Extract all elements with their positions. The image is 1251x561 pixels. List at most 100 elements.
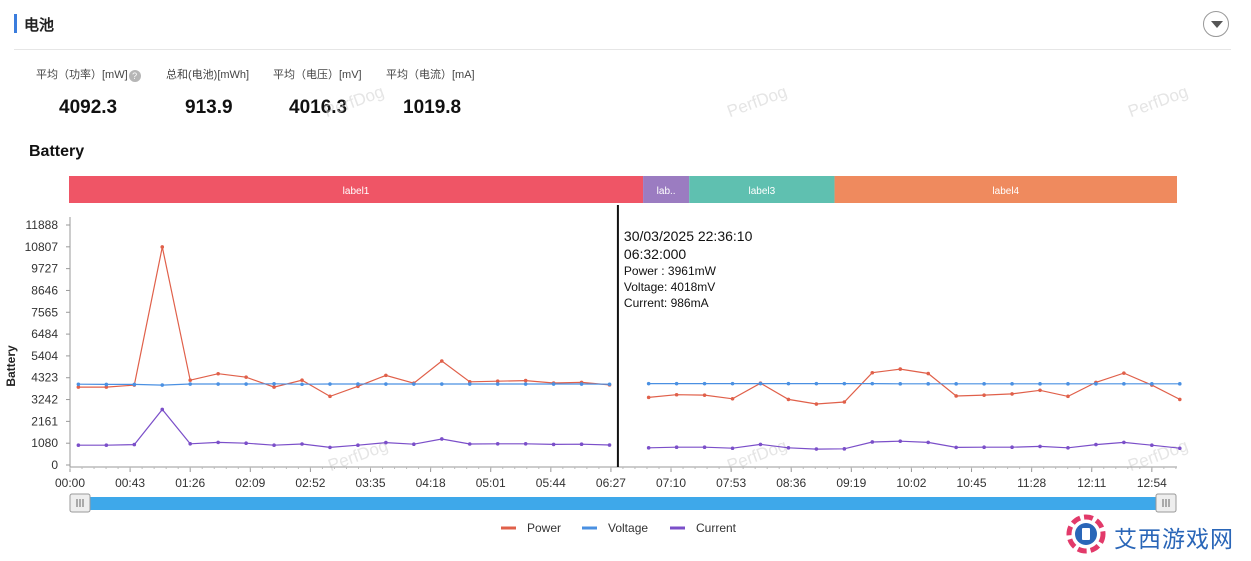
legend-item-power[interactable]: Power bbox=[527, 521, 561, 535]
stat-label: 总和(电池)[mWh] bbox=[166, 69, 250, 81]
data-point-current bbox=[1094, 442, 1098, 447]
data-point-voltage bbox=[870, 381, 875, 386]
tooltip-line: Current: 986mA bbox=[624, 296, 709, 310]
data-point-power bbox=[842, 400, 847, 404]
stat-label: 平均（电流）[mA] bbox=[386, 69, 475, 81]
data-point-voltage bbox=[412, 382, 416, 386]
data-point-power bbox=[954, 394, 958, 398]
data-point-power bbox=[104, 385, 109, 389]
data-point-voltage bbox=[523, 382, 528, 386]
data-point-current bbox=[1038, 444, 1042, 449]
range-scrollbar-track bbox=[80, 497, 1166, 510]
data-point-power bbox=[646, 395, 651, 400]
data-point-power bbox=[328, 394, 332, 399]
x-tick-label: 08:36 bbox=[776, 476, 806, 490]
x-tick-label: 01:26 bbox=[175, 476, 205, 490]
data-point-power bbox=[870, 370, 875, 375]
data-point-voltage bbox=[300, 382, 304, 387]
y-tick-label: 1080 bbox=[31, 436, 58, 450]
stat-value: 913.9 bbox=[185, 97, 233, 118]
data-point-voltage bbox=[786, 381, 791, 386]
data-point-current bbox=[1122, 440, 1126, 445]
data-point-voltage bbox=[1066, 382, 1070, 386]
data-point-voltage bbox=[607, 382, 612, 387]
x-tick-label: 02:09 bbox=[235, 476, 265, 490]
data-point-voltage bbox=[160, 383, 165, 387]
x-tick-label: 10:45 bbox=[957, 476, 987, 490]
section-title: 电池 bbox=[24, 17, 55, 34]
x-tick-label: 05:44 bbox=[536, 476, 566, 490]
data-point-current bbox=[216, 440, 220, 445]
series-line-voltage bbox=[78, 383, 610, 386]
data-point-voltage bbox=[898, 382, 903, 386]
data-point-power bbox=[982, 393, 986, 397]
data-point-current bbox=[1150, 443, 1154, 448]
data-point-power bbox=[1177, 397, 1182, 402]
data-point-current bbox=[870, 440, 875, 444]
segment-band-label4 bbox=[834, 176, 1177, 203]
data-point-power bbox=[702, 393, 707, 397]
x-tick-label: 00:00 bbox=[55, 476, 85, 490]
data-point-current bbox=[523, 442, 528, 446]
help-icon[interactable]: ? bbox=[128, 70, 141, 82]
y-tick-label: 10807 bbox=[25, 240, 59, 254]
data-point-current bbox=[758, 442, 763, 447]
data-point-voltage bbox=[758, 381, 763, 386]
collapse-chevron-down-icon[interactable] bbox=[1203, 11, 1229, 37]
data-point-power bbox=[730, 396, 735, 401]
stat-value: 4016.3 bbox=[289, 97, 348, 118]
data-point-current bbox=[356, 443, 360, 448]
tooltip-line: Power : 3961mW bbox=[624, 264, 717, 278]
data-point-power bbox=[926, 371, 931, 376]
y-tick-label: 4323 bbox=[31, 371, 58, 385]
series-line-current bbox=[78, 408, 610, 449]
y-tick-label: 8646 bbox=[31, 283, 58, 297]
data-point-power bbox=[523, 378, 528, 383]
section-header: 电池 bbox=[0, 0, 1251, 50]
data-point-power bbox=[384, 373, 388, 378]
data-point-current bbox=[384, 440, 388, 445]
segment-band-label3 bbox=[689, 176, 835, 203]
tooltip-time: 06:32:000 bbox=[624, 246, 686, 262]
data-point-power bbox=[244, 375, 248, 379]
data-point-power bbox=[1038, 388, 1042, 393]
data-point-current bbox=[104, 443, 109, 448]
data-point-current bbox=[76, 443, 81, 448]
stat-value: 1019.8 bbox=[403, 97, 462, 118]
data-point-current bbox=[926, 440, 931, 445]
data-point-current bbox=[439, 437, 444, 441]
data-point-current bbox=[328, 445, 332, 450]
data-point-current bbox=[814, 447, 819, 451]
data-point-power bbox=[272, 385, 276, 389]
legend-item-voltage[interactable]: Voltage bbox=[608, 521, 648, 535]
segment-band-label1 bbox=[69, 176, 644, 203]
data-point-voltage bbox=[272, 382, 276, 386]
data-point-power bbox=[1010, 392, 1014, 396]
data-point-current bbox=[786, 446, 791, 450]
data-point-current bbox=[702, 445, 707, 450]
data-point-current bbox=[244, 441, 248, 445]
data-point-current bbox=[1066, 446, 1070, 450]
tooltip-line: Voltage: 4018mV bbox=[624, 280, 715, 294]
data-point-current bbox=[579, 442, 584, 447]
series-line-power bbox=[648, 368, 1181, 405]
x-tick-label: 12:54 bbox=[1137, 476, 1167, 490]
data-point-current bbox=[412, 442, 416, 447]
data-point-voltage bbox=[842, 381, 847, 386]
segment-label: lab.. bbox=[657, 186, 676, 197]
data-point-power bbox=[814, 402, 819, 406]
data-point-current bbox=[160, 407, 165, 412]
x-tick-label: 12:11 bbox=[1077, 476, 1106, 490]
x-tick-label: 02:52 bbox=[295, 476, 325, 490]
data-point-current bbox=[467, 442, 472, 446]
data-point-voltage bbox=[495, 382, 500, 386]
data-point-voltage bbox=[384, 382, 388, 386]
header-divider bbox=[14, 49, 1231, 50]
x-tick-label: 07:10 bbox=[656, 476, 686, 490]
data-point-voltage bbox=[1010, 382, 1014, 386]
legend-item-current[interactable]: Current bbox=[696, 521, 737, 535]
y-axis-label: Battery bbox=[4, 345, 18, 387]
data-point-voltage bbox=[579, 382, 584, 386]
x-tick-label: 03:35 bbox=[355, 476, 385, 490]
